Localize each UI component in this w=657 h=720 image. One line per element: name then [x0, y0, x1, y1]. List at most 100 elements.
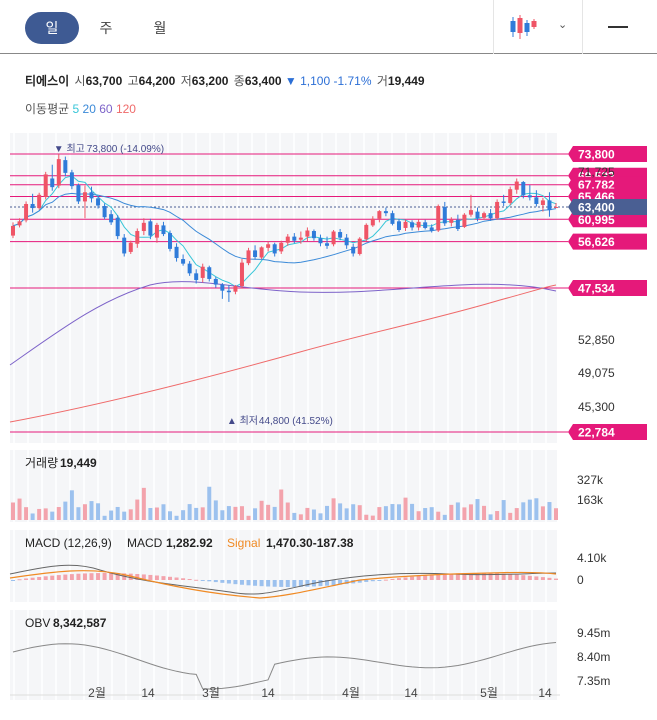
- macd-histogram-bar: [161, 576, 166, 580]
- macd-histogram-bar: [200, 580, 205, 581]
- volume-value: 19,449: [387, 74, 425, 88]
- volume-bar: [292, 512, 297, 520]
- macd-histogram-bar: [475, 573, 480, 580]
- candle-body: [305, 230, 310, 237]
- macd-histogram-bar: [534, 576, 539, 580]
- macd-histogram-bar: [259, 580, 264, 587]
- price-change: ▼ 1,100 -1.71%: [284, 74, 372, 88]
- price-axis-label: 49,075: [578, 366, 615, 380]
- macd-histogram-bar: [527, 575, 532, 580]
- macd-histogram-bar: [279, 580, 284, 587]
- volume-bar: [128, 509, 133, 520]
- chart-type-dropdown[interactable]: ⌄: [493, 0, 583, 54]
- volume-bar: [154, 507, 159, 520]
- candle-body: [213, 278, 218, 285]
- volume-bar: [135, 499, 140, 520]
- macd-histogram-bar: [115, 573, 120, 580]
- candle-body: [56, 159, 61, 186]
- candle-body: [220, 284, 225, 291]
- candle-body: [102, 206, 107, 218]
- max-price-marker: ▼ 최고: [54, 143, 85, 155]
- volume-bar: [187, 504, 192, 520]
- macd-histogram-bar: [338, 580, 343, 585]
- candle-body: [69, 172, 74, 187]
- volume-bar: [141, 487, 146, 520]
- volume-bar: [554, 508, 558, 520]
- candle-body: [181, 259, 186, 264]
- candle-body: [17, 221, 22, 226]
- macd-histogram-bar: [233, 580, 238, 585]
- menu-icon[interactable]: [608, 26, 628, 28]
- candle-body: [410, 222, 415, 228]
- macd-histogram-bar: [174, 577, 179, 580]
- volume-bar: [305, 507, 310, 520]
- ma-120-line: [9, 284, 557, 423]
- candle-body: [285, 236, 290, 243]
- volume-bar: [96, 503, 101, 520]
- macd-histogram-bar: [462, 573, 467, 580]
- candle-body: [311, 231, 316, 239]
- obv-panel-bg: [10, 610, 557, 700]
- candle-body: [429, 227, 434, 231]
- candle-body: [115, 217, 120, 237]
- candle-body: [521, 182, 526, 196]
- candle-body: [122, 237, 127, 254]
- x-axis-label: 14: [261, 686, 275, 700]
- candle-body: [468, 210, 473, 215]
- candle-body: [423, 222, 428, 228]
- candle-body: [148, 221, 153, 236]
- volume-bar: [89, 501, 94, 520]
- candle-body: [272, 244, 277, 254]
- volume-bar: [338, 503, 343, 520]
- tab-daily[interactable]: 일: [25, 12, 79, 44]
- candle-body: [50, 178, 55, 188]
- macd-histogram-bar: [554, 578, 558, 580]
- tab-weekly[interactable]: 주: [99, 20, 113, 36]
- x-axis-label: 4월: [342, 686, 360, 700]
- macd-histogram-bar: [194, 579, 199, 581]
- volume-bar: [63, 501, 68, 520]
- candle-body: [226, 290, 231, 293]
- obv-axis-top: 9.45m: [577, 626, 610, 640]
- macd-histogram-bar: [266, 580, 271, 587]
- macd-histogram-bar: [89, 573, 94, 580]
- macd-signal-label: Signal: [227, 536, 260, 550]
- max-price-value: 73,800 (-14.09%): [87, 144, 164, 155]
- candle-body: [292, 236, 297, 241]
- tab-monthly[interactable]: 월: [153, 20, 167, 36]
- macd-histogram-bar: [540, 577, 545, 580]
- volume-bar: [174, 515, 179, 520]
- volume-bar: [357, 505, 362, 520]
- volume-bar: [390, 504, 395, 520]
- x-axis-label: 14: [404, 686, 418, 700]
- volume-panel-value: 19,449: [60, 456, 97, 470]
- macd-histogram-bar: [442, 573, 447, 580]
- macd-histogram-bar: [285, 580, 290, 587]
- volume-bar: [253, 508, 258, 520]
- stock-name: 티에스이: [25, 74, 70, 88]
- macd-histogram-bar: [168, 576, 173, 580]
- candle-body: [187, 263, 192, 274]
- macd-histogram-bar: [390, 578, 395, 580]
- volume-axis-mid: 163k: [577, 493, 604, 507]
- candle-body: [514, 181, 519, 190]
- macd-axis-zero: 0: [577, 573, 584, 587]
- macd-histogram-bar: [292, 580, 297, 587]
- macd-histogram-bar: [50, 575, 55, 580]
- macd-histogram-bar: [396, 578, 401, 580]
- volume-bar: [207, 486, 212, 520]
- price-summary: 티에스이 시63,700 고64,200 저63,200 종63,400 ▼ 1…: [25, 72, 425, 89]
- macd-histogram-bar: [370, 580, 375, 582]
- low-price: 63,200: [191, 74, 229, 88]
- high-price: 64,200: [138, 74, 176, 88]
- price-axis-label: 71,725: [578, 165, 615, 179]
- candle-body: [357, 238, 362, 254]
- current-price-label: 63,400: [578, 201, 615, 215]
- volume-bar: [115, 506, 120, 520]
- candle-body: [24, 203, 29, 221]
- macd-histogram-bar: [547, 577, 552, 580]
- candle-body: [109, 214, 114, 223]
- macd-histogram-bar: [377, 580, 382, 581]
- macd-histogram-bar: [298, 580, 303, 587]
